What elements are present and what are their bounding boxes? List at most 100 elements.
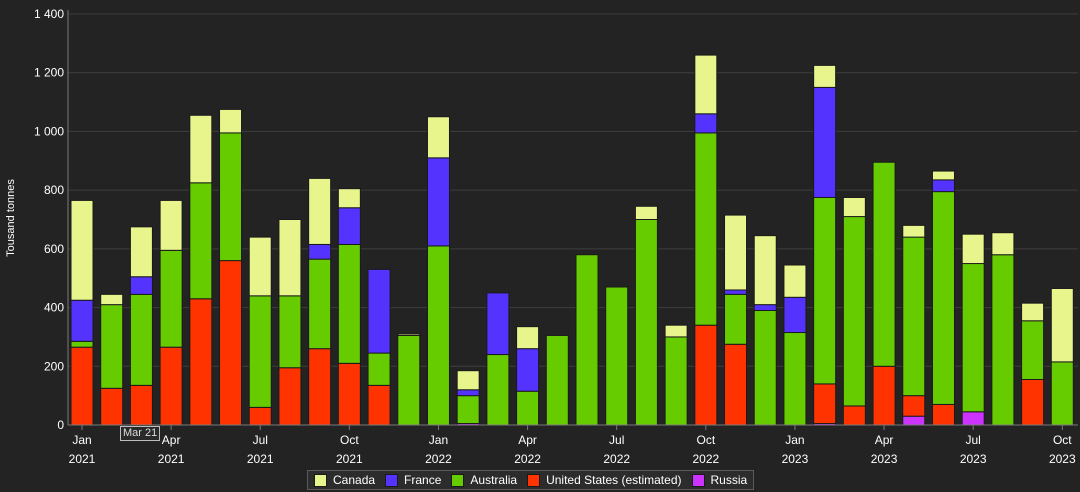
bar-segment[interactable]: [219, 132, 243, 262]
bar-segment[interactable]: [248, 236, 272, 297]
bar-segment[interactable]: [931, 191, 955, 405]
bar-segment[interactable]: [337, 188, 361, 209]
bar-segment[interactable]: [783, 264, 807, 298]
bar-segment[interactable]: [367, 268, 391, 354]
bar-segment[interactable]: [724, 343, 748, 426]
bar-segment[interactable]: [189, 182, 213, 300]
bar-segment[interactable]: [872, 161, 896, 367]
bar-segment[interactable]: [426, 116, 450, 159]
bar-segment[interactable]: [694, 54, 718, 115]
bar-segment[interactable]: [694, 132, 718, 326]
bar-segment[interactable]: [70, 340, 94, 348]
bar-segment[interactable]: [694, 113, 718, 134]
bar-segment[interactable]: [129, 384, 153, 426]
bar-segment[interactable]: [426, 245, 450, 426]
bar-segment[interactable]: [308, 258, 332, 350]
bar-segment[interactable]: [337, 362, 361, 426]
bar-segment[interactable]: [931, 170, 955, 181]
bar-segment[interactable]: [70, 346, 94, 426]
bar-segment[interactable]: [753, 310, 777, 426]
bar-segment[interactable]: [219, 108, 243, 134]
bar-segment[interactable]: [961, 411, 985, 426]
legend-item[interactable]: France: [385, 473, 441, 487]
bar-segment[interactable]: [100, 293, 124, 306]
bar-segment[interactable]: [367, 352, 391, 386]
bar-segment[interactable]: [605, 286, 629, 426]
bar-segment[interactable]: [129, 226, 153, 278]
bar-segment[interactable]: [278, 367, 302, 426]
bar-segment[interactable]: [902, 236, 926, 397]
bar-segment[interactable]: [159, 199, 183, 251]
bar-segment[interactable]: [308, 348, 332, 426]
bar-segment[interactable]: [991, 232, 1015, 256]
bar-segment[interactable]: [842, 196, 866, 218]
bar-segment[interactable]: [1050, 287, 1074, 363]
bar-segment[interactable]: [575, 254, 599, 426]
bar-segment[interactable]: [456, 395, 480, 425]
bar-segment[interactable]: [248, 406, 272, 426]
bar-segment[interactable]: [426, 157, 450, 247]
bar-segment[interactable]: [189, 298, 213, 426]
bar-segment[interactable]: [931, 179, 955, 193]
bar-segment[interactable]: [813, 383, 837, 425]
bar-segment[interactable]: [219, 260, 243, 426]
bar-segment[interactable]: [337, 243, 361, 364]
bar-segment[interactable]: [931, 403, 955, 426]
legend-item[interactable]: Russia: [691, 473, 747, 487]
bar-segment[interactable]: [724, 293, 748, 345]
bar-segment[interactable]: [1021, 302, 1045, 322]
legend-item[interactable]: Canada: [314, 473, 375, 487]
bar-segment[interactable]: [516, 326, 540, 350]
bar-segment[interactable]: [70, 199, 94, 301]
bar-segment[interactable]: [308, 177, 332, 245]
bar-segment[interactable]: [159, 249, 183, 348]
bar-segment[interactable]: [694, 324, 718, 426]
legend-item[interactable]: United States (estimated): [527, 473, 682, 487]
bar-segment[interactable]: [278, 295, 302, 369]
bar-segment[interactable]: [397, 334, 421, 426]
bar-segment[interactable]: [189, 114, 213, 184]
bar-segment[interactable]: [902, 395, 926, 417]
bar-segment[interactable]: [664, 336, 688, 426]
bar-segment[interactable]: [991, 254, 1015, 426]
bar-segment[interactable]: [70, 299, 94, 342]
bar-segment[interactable]: [902, 224, 926, 238]
bar-segment[interactable]: [308, 243, 332, 260]
bar-segment[interactable]: [961, 233, 985, 265]
bar-segment[interactable]: [783, 296, 807, 334]
bar-segment[interactable]: [486, 354, 510, 426]
bar-segment[interactable]: [397, 333, 421, 336]
bar-segment[interactable]: [753, 235, 777, 306]
bar-segment[interactable]: [902, 415, 926, 426]
bar-segment[interactable]: [753, 304, 777, 312]
bar-segment[interactable]: [1050, 361, 1074, 426]
bar-segment[interactable]: [100, 387, 124, 426]
bar-segment[interactable]: [783, 332, 807, 426]
bar-segment[interactable]: [1021, 320, 1045, 380]
bar-segment[interactable]: [724, 289, 748, 295]
legend-item[interactable]: Australia: [451, 473, 517, 487]
bar-segment[interactable]: [129, 276, 153, 295]
bar-segment[interactable]: [367, 384, 391, 426]
bar-segment[interactable]: [456, 389, 480, 397]
bar-segment[interactable]: [813, 64, 837, 88]
bar-segment[interactable]: [129, 293, 153, 386]
bar-segment[interactable]: [872, 365, 896, 426]
bar-segment[interactable]: [724, 214, 748, 291]
bar-segment[interactable]: [842, 216, 866, 407]
bar-segment[interactable]: [664, 324, 688, 338]
bar-segment[interactable]: [248, 295, 272, 408]
bar-segment[interactable]: [634, 205, 658, 221]
bar-segment[interactable]: [813, 86, 837, 198]
bar-segment[interactable]: [545, 334, 569, 426]
bar-segment[interactable]: [278, 219, 302, 297]
bar-segment[interactable]: [813, 196, 837, 385]
bar-segment[interactable]: [337, 207, 361, 245]
bar-segment[interactable]: [159, 346, 183, 426]
bar-segment[interactable]: [842, 405, 866, 426]
bar-segment[interactable]: [100, 304, 124, 389]
bar-segment[interactable]: [516, 390, 540, 426]
bar-segment[interactable]: [634, 219, 658, 426]
bar-segment[interactable]: [456, 370, 480, 391]
bar-segment[interactable]: [486, 292, 510, 356]
